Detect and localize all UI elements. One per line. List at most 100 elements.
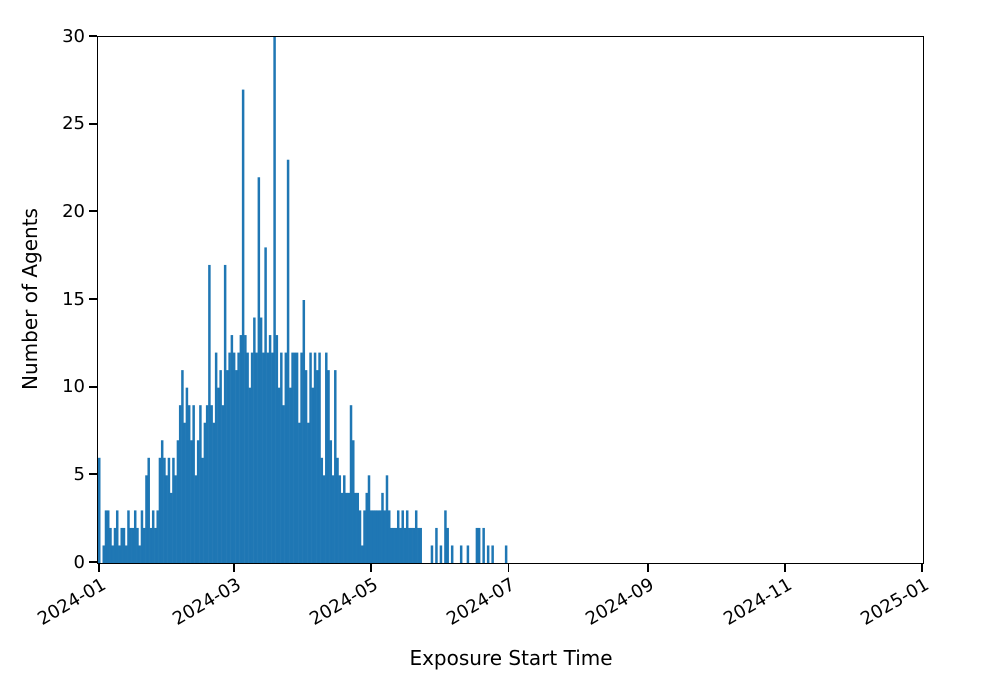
bar [450,545,454,563]
bar [120,527,123,563]
bar [205,405,209,563]
bar [187,405,191,563]
bar [289,387,292,563]
bar [275,335,279,563]
bar [430,545,434,563]
bar [318,352,321,563]
y-tick-mark [89,122,97,125]
bar [401,510,404,563]
bar [98,457,101,563]
x-tick-label: 2024-01 [34,574,110,630]
x-axis-label: Exposure Start Time [409,646,613,670]
bar [239,335,243,563]
bar [122,527,126,563]
bar [248,387,252,563]
bar [320,457,324,563]
bar [250,352,254,563]
bar [313,352,317,563]
bar [169,492,173,563]
bar [273,37,276,563]
x-tick-label: 2024-07 [443,574,519,630]
bar [291,352,294,563]
bar [356,492,360,563]
bar [160,440,164,563]
bar [165,475,168,563]
bar [414,510,418,563]
bar [190,440,193,563]
bar [295,352,299,563]
bar [293,352,297,563]
bar [115,510,119,563]
bar [176,440,180,563]
bar [232,352,236,563]
bar [482,527,485,563]
x-tick-label: 2024-03 [168,574,245,630]
bar [399,527,402,563]
bar [343,475,346,563]
bar [435,527,438,563]
bar [212,422,216,563]
bar [419,527,422,563]
bar [230,335,234,563]
bar [372,510,375,563]
bar [142,527,146,563]
bar [147,457,150,563]
bar [228,352,231,563]
bar [104,510,108,563]
bar [138,545,141,563]
bar [309,352,312,563]
bar [504,545,508,563]
bar [154,527,157,563]
y-tick-label: 20 [62,200,85,222]
bar [302,300,306,563]
bar [246,352,249,563]
bar [156,510,159,563]
y-tick-mark [89,561,97,563]
bar [381,492,384,563]
y-tick-mark [89,473,97,476]
bar [262,352,265,563]
bar [241,89,245,563]
bar [113,527,117,563]
bar [266,352,270,563]
bar [127,510,130,563]
bar [387,510,391,563]
bar [334,370,337,563]
y-tick-label: 25 [62,113,85,135]
bar [367,475,371,563]
bar [284,352,288,563]
y-tick-label: 0 [73,551,85,573]
bar [129,527,132,563]
bar [102,545,105,563]
bar [167,457,171,563]
bar [271,352,274,563]
y-tick-label: 15 [62,288,85,310]
x-tick-mark [921,563,923,572]
bar [192,405,195,563]
bar [151,510,155,563]
bar [491,545,494,563]
bar [257,177,261,563]
bar [336,457,339,563]
x-tick-mark [233,563,235,572]
bar [111,545,114,563]
bar [235,370,238,563]
bar [390,527,393,563]
bar [316,370,319,563]
bar [210,405,213,563]
x-tick-mark [98,563,101,572]
bar [408,527,411,563]
bar [109,527,112,563]
bar [259,317,263,563]
x-tick-label: 2024-09 [582,574,659,630]
bar [329,440,333,563]
bar [307,422,310,563]
bar [194,475,198,563]
bar [361,545,364,563]
bar [374,510,377,563]
bar [244,335,247,563]
bar [446,527,449,563]
bar [363,510,366,563]
bar [264,247,267,563]
